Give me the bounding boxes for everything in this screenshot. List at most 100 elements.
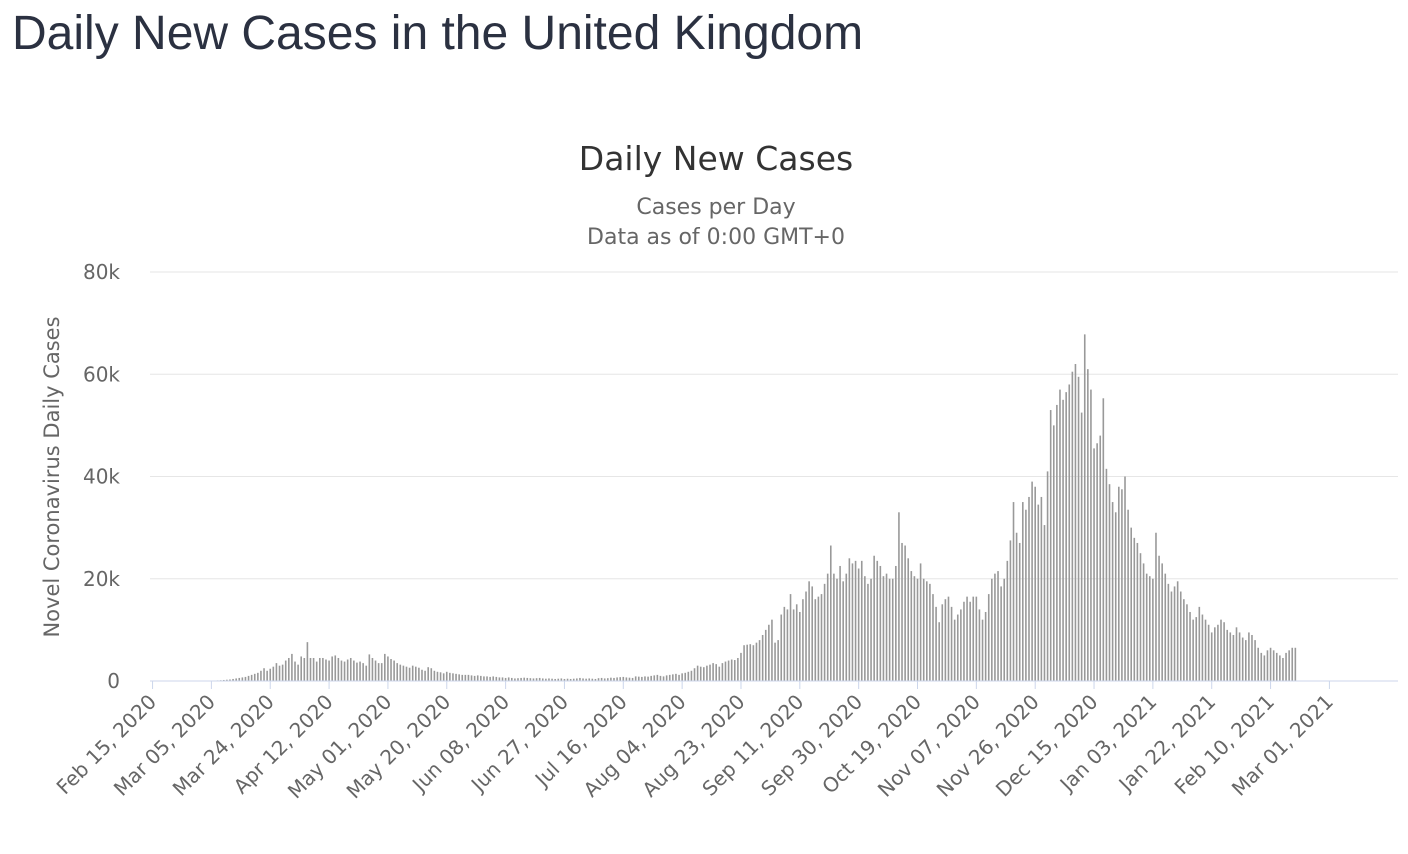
bar[interactable]: [944, 599, 947, 681]
bar[interactable]: [291, 653, 293, 681]
bar[interactable]: [1059, 389, 1061, 681]
bar[interactable]: [811, 586, 814, 681]
bar[interactable]: [681, 673, 683, 681]
bar[interactable]: [442, 673, 445, 681]
bar[interactable]: [430, 668, 433, 681]
bar[interactable]: [848, 558, 851, 681]
bar[interactable]: [241, 677, 244, 681]
bar[interactable]: [433, 670, 436, 681]
bar[interactable]: [1065, 392, 1067, 681]
bar[interactable]: [675, 673, 677, 681]
bar[interactable]: [950, 606, 953, 681]
bar[interactable]: [833, 573, 835, 681]
bar[interactable]: [662, 676, 665, 681]
bar[interactable]: [752, 645, 755, 681]
bar[interactable]: [1285, 652, 1287, 681]
bar[interactable]: [1275, 652, 1278, 681]
bar[interactable]: [455, 673, 457, 681]
bar[interactable]: [867, 583, 869, 681]
bar[interactable]: [1102, 398, 1105, 681]
bar[interactable]: [981, 619, 984, 681]
bar[interactable]: [439, 672, 442, 681]
bar[interactable]: [994, 573, 996, 681]
bar[interactable]: [1130, 527, 1132, 682]
bar[interactable]: [1232, 634, 1235, 681]
bar[interactable]: [619, 677, 621, 681]
bar[interactable]: [309, 657, 312, 681]
bar[interactable]: [907, 558, 910, 681]
bar[interactable]: [749, 644, 752, 681]
bar[interactable]: [377, 663, 380, 681]
bar[interactable]: [1226, 629, 1229, 682]
bar[interactable]: [901, 542, 903, 681]
bar[interactable]: [1018, 542, 1021, 681]
bar[interactable]: [1148, 576, 1151, 681]
bar[interactable]: [1161, 563, 1163, 681]
bar[interactable]: [771, 619, 773, 681]
bar[interactable]: [693, 668, 696, 681]
bar[interactable]: [402, 665, 405, 681]
bar[interactable]: [1037, 504, 1040, 681]
bar[interactable]: [480, 675, 482, 681]
bar[interactable]: [1244, 640, 1247, 681]
bar[interactable]: [842, 581, 844, 681]
bar[interactable]: [247, 675, 250, 681]
bar[interactable]: [269, 668, 272, 681]
bar[interactable]: [929, 583, 931, 681]
bar[interactable]: [625, 677, 628, 681]
bar[interactable]: [495, 676, 498, 681]
bar[interactable]: [504, 677, 507, 681]
bar[interactable]: [795, 604, 798, 681]
bar[interactable]: [275, 663, 278, 681]
bar[interactable]: [572, 678, 575, 681]
bar[interactable]: [737, 657, 739, 681]
bar[interactable]: [334, 655, 337, 681]
bar[interactable]: [380, 663, 383, 681]
bar[interactable]: [253, 673, 256, 681]
bar[interactable]: [1052, 425, 1055, 682]
bar[interactable]: [315, 661, 318, 681]
bar[interactable]: [356, 662, 358, 681]
bar[interactable]: [566, 678, 569, 681]
bar[interactable]: [368, 654, 371, 681]
bar[interactable]: [452, 673, 454, 681]
bar[interactable]: [1266, 650, 1269, 681]
bar[interactable]: [1105, 468, 1108, 681]
bar[interactable]: [266, 670, 268, 681]
bar[interactable]: [414, 666, 417, 681]
bar[interactable]: [337, 657, 340, 681]
bar[interactable]: [1028, 496, 1030, 681]
bar[interactable]: [597, 678, 600, 681]
bar[interactable]: [507, 677, 510, 681]
bar[interactable]: [222, 679, 225, 681]
bar[interactable]: [1083, 334, 1086, 681]
bar[interactable]: [1238, 632, 1241, 681]
bar[interactable]: [359, 661, 361, 681]
bar[interactable]: [362, 663, 364, 681]
bar[interactable]: [464, 674, 467, 681]
bar[interactable]: [498, 677, 501, 681]
bar[interactable]: [975, 596, 978, 681]
bar[interactable]: [365, 665, 368, 681]
bar[interactable]: [876, 560, 879, 681]
bar[interactable]: [1167, 583, 1170, 681]
bar[interactable]: [411, 665, 414, 681]
bar[interactable]: [845, 573, 848, 681]
bar[interactable]: [774, 642, 776, 681]
bar[interactable]: [1093, 448, 1095, 681]
bar[interactable]: [622, 676, 625, 681]
bar[interactable]: [932, 594, 934, 681]
bar[interactable]: [263, 668, 265, 681]
bar[interactable]: [755, 642, 758, 681]
bar[interactable]: [470, 675, 473, 681]
bar[interactable]: [647, 676, 649, 681]
bar[interactable]: [727, 660, 730, 681]
bar[interactable]: [346, 659, 349, 681]
bar[interactable]: [941, 604, 944, 681]
bar[interactable]: [1263, 655, 1266, 681]
bar[interactable]: [600, 677, 603, 681]
bar[interactable]: [399, 664, 402, 681]
bar[interactable]: [1207, 624, 1210, 681]
bar[interactable]: [634, 676, 637, 681]
bar[interactable]: [610, 677, 612, 681]
